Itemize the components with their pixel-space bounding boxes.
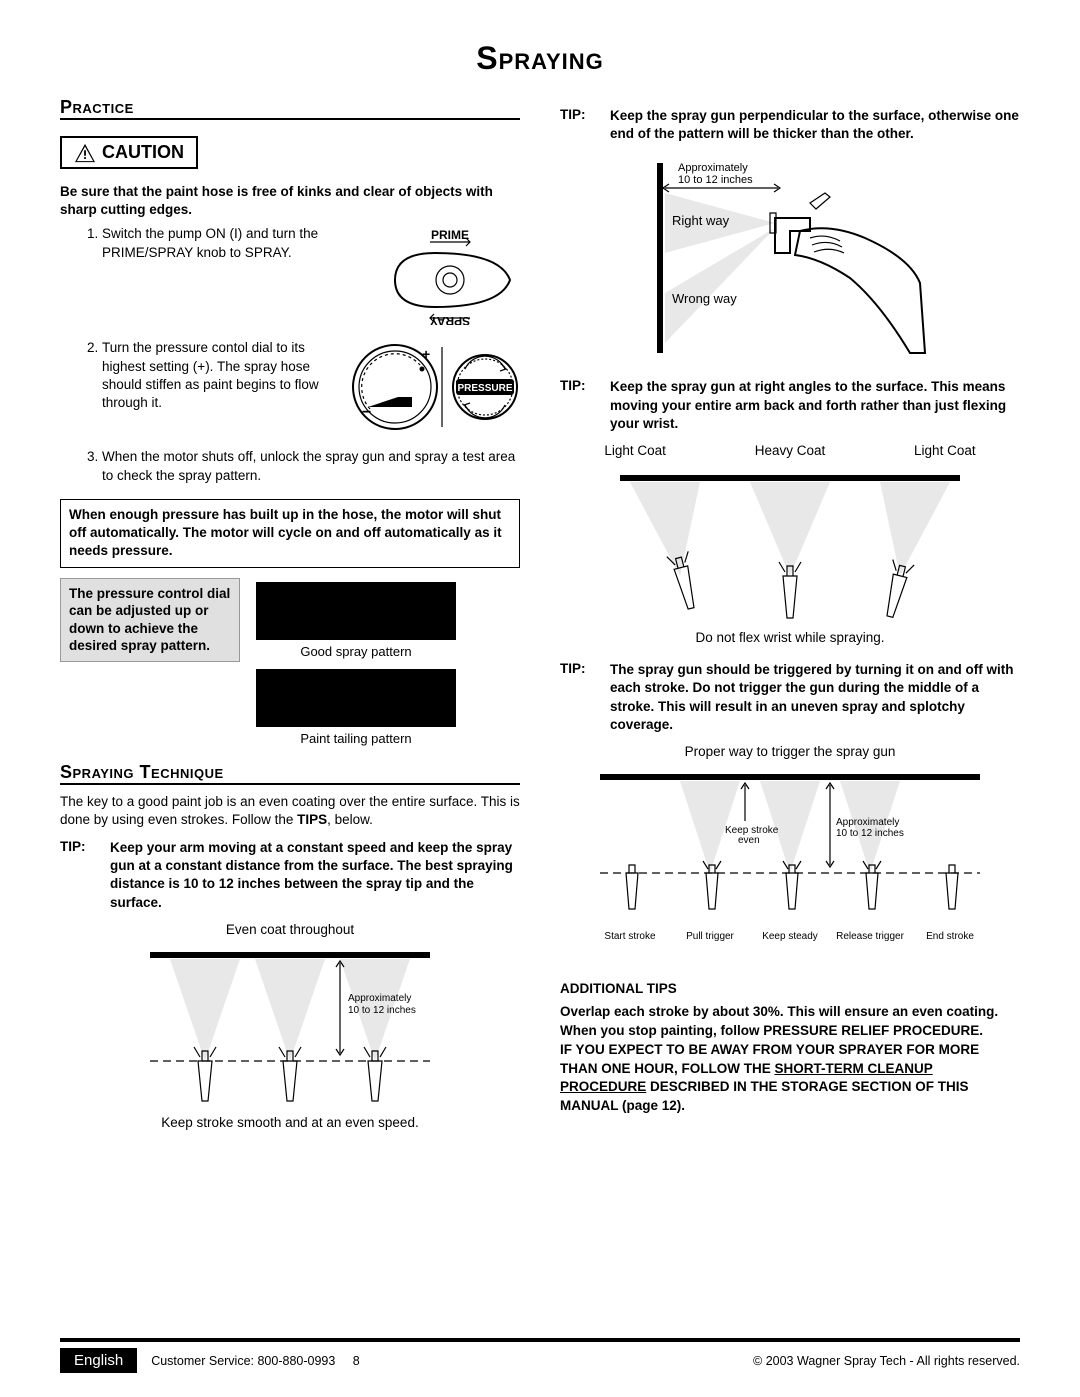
tip2-label: TIP: [560, 107, 596, 143]
page-footer: English Customer Service: 800-880-0993 8… [60, 1338, 1020, 1373]
pressure-label: PRESSURE [457, 383, 512, 394]
warning-triangle-icon [74, 143, 96, 163]
technique-intro: The key to a good paint job is an even c… [60, 793, 520, 829]
coat-labels: Light Coat Heavy Coat Light Coat [560, 443, 1020, 458]
content-columns: Practice CAUTION Be sure that the paint … [60, 97, 1020, 1144]
svg-text:Approximately: Approximately [348, 993, 411, 1004]
footer-language: English [60, 1348, 137, 1373]
hose-warning: Be sure that the paint hose is free of k… [60, 183, 520, 219]
spray-patterns: Good spray pattern Paint tailing pattern [256, 578, 456, 746]
tailing-pattern-label: Paint tailing pattern [256, 731, 456, 746]
technique-heading: Spraying Technique [60, 762, 520, 785]
overlap-tip: Overlap each stroke by about 30%. This w… [560, 1003, 1020, 1022]
svg-text:10 to 12 inches: 10 to 12 inches [678, 174, 753, 186]
step2-text: Turn the pressure contol dial to its hig… [102, 339, 330, 412]
add-tips-heading: ADDITIONAL TIPS [560, 980, 1020, 999]
light-coat-1: Light Coat [604, 443, 666, 458]
intro-b: TIPS [297, 812, 327, 827]
svg-text:Wrong way: Wrong way [672, 291, 737, 306]
step-3: When the motor shuts off, unlock the spr… [102, 448, 520, 484]
practice-heading: Practice [60, 97, 520, 120]
svg-text:Release trigger: Release trigger [836, 931, 904, 942]
intro-c: , below. [327, 812, 373, 827]
left-column: Practice CAUTION Be sure that the paint … [60, 97, 520, 1144]
prime-label: PRIME [431, 228, 469, 242]
svg-text:Pull trigger: Pull trigger [686, 931, 734, 942]
right-column: TIP: Keep the spray gun perpendicular to… [560, 97, 1020, 1144]
svg-text:Approximately: Approximately [678, 162, 748, 174]
tip1-text: Keep your arm moving at a constant speed… [110, 839, 520, 912]
tip3-label: TIP: [560, 378, 596, 433]
tip4-label: TIP: [560, 661, 596, 734]
stop-painting-tip: When you stop painting, follow PRESSURE … [560, 1022, 1020, 1041]
tip1-label: TIP: [60, 839, 96, 912]
page-number: 8 [353, 1354, 360, 1368]
keep-smooth-label: Keep stroke smooth and at an even speed. [161, 1115, 418, 1130]
svg-text:Approximately: Approximately [836, 817, 899, 828]
svg-text:−: − [362, 404, 371, 421]
page-title: Spraying [60, 40, 1020, 77]
even-coat-label: Even coat throughout [60, 922, 520, 937]
pressure-dial-icon: + − PRESSURE [350, 339, 520, 434]
tip-4: TIP: The spray gun should be triggered b… [560, 661, 1020, 734]
do-not-flex-label: Do not flex wrist while spraying. [695, 630, 884, 645]
good-pattern-block [256, 582, 456, 640]
spray-label: SPRAY [430, 314, 470, 325]
caution-box: CAUTION [60, 136, 198, 169]
step1-text: Switch the pump ON (I) and turn the PRIM… [102, 225, 360, 261]
svg-text:+: + [422, 346, 430, 362]
svg-text:Keep steady: Keep steady [762, 931, 818, 942]
tip-3: TIP: Keep the spray gun at right angles … [560, 378, 1020, 433]
svg-text:End stroke: End stroke [926, 931, 974, 942]
flex-wrist-diagram: Do not flex wrist while spraying. [560, 466, 1020, 651]
tip4-text: The spray gun should be triggered by tur… [610, 661, 1020, 734]
prime-spray-knob-icon: PRIME SPRAY [380, 225, 520, 325]
caution-label: CAUTION [102, 142, 184, 163]
pressure-adjust-note: The pressure control dial can be adjuste… [60, 578, 240, 662]
heavy-coat: Heavy Coat [755, 443, 826, 458]
practice-steps: Switch the pump ON (I) and turn the PRIM… [60, 225, 520, 484]
light-coat-2: Light Coat [914, 443, 976, 458]
svg-text:Right way: Right way [672, 213, 730, 228]
svg-text:Start stroke: Start stroke [604, 931, 656, 942]
svg-text:10 to 12 inches: 10 to 12 inches [348, 1005, 416, 1016]
away-tip: IF YOU EXPECT TO BE AWAY FROM YOUR SPRAY… [560, 1041, 1020, 1117]
motor-note: When enough pressure has built up in the… [60, 499, 520, 568]
step-1: Switch the pump ON (I) and turn the PRIM… [102, 225, 520, 325]
additional-tips: ADDITIONAL TIPS Overlap each stroke by a… [560, 980, 1020, 1116]
intro-a: The key to a good paint job is an even c… [60, 794, 520, 827]
proper-trigger-label: Proper way to trigger the spray gun [560, 744, 1020, 759]
tip3-text: Keep the spray gun at right angles to th… [610, 378, 1020, 433]
tailing-pattern-block [256, 669, 456, 727]
even-coat-diagram: Even coat throughout Approximately 10 to… [60, 922, 520, 1136]
footer-copyright: © 2003 Wagner Spray Tech - All rights re… [753, 1354, 1020, 1368]
step-2: Turn the pressure contol dial to its hig… [102, 339, 520, 434]
svg-text:10 to 12 inches: 10 to 12 inches [836, 828, 904, 839]
trigger-diagram: Proper way to trigger the spray gun Keep… [560, 744, 1020, 968]
tip2-text: Keep the spray gun perpendicular to the … [610, 107, 1020, 143]
perpendicular-diagram: Approximately 10 to 12 inches Right way … [560, 153, 1020, 368]
tip-2: TIP: Keep the spray gun perpendicular to… [560, 107, 1020, 143]
good-pattern-label: Good spray pattern [256, 644, 456, 659]
footer-service: Customer Service: 800-880-0993 8 [151, 1354, 359, 1368]
service-text: Customer Service: 800-880-0993 [151, 1354, 335, 1368]
svg-text:even: even [738, 835, 760, 846]
tip-1: TIP: Keep your arm moving at a constant … [60, 839, 520, 912]
